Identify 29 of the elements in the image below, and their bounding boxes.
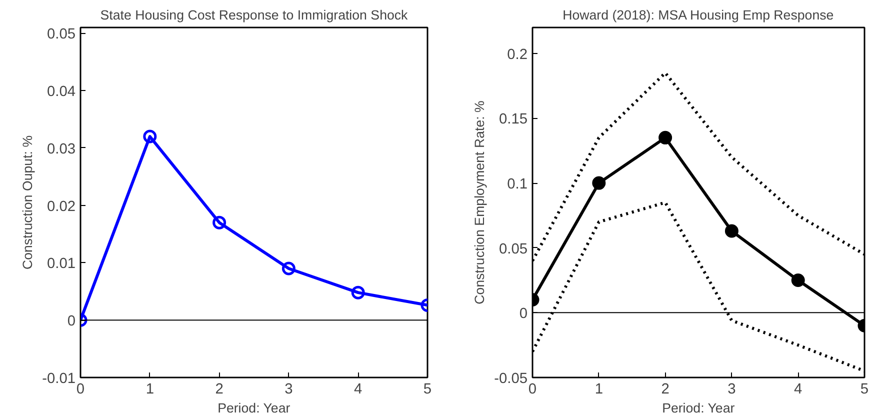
y-tick-label: 0.1 [507, 176, 528, 193]
y-axis-title: Construction Employment Rate: % [472, 100, 488, 304]
y-tick-label: 0.02 [46, 198, 76, 215]
y-tick-label: 0.05 [498, 241, 528, 258]
x-axis-title: Period: Year [662, 400, 736, 416]
y-axis-title: Construction Ouput: % [20, 135, 36, 270]
x-tick-label: 4 [794, 382, 802, 398]
y-tick-label: 0.05 [46, 26, 76, 43]
y-tick-label: 0.2 [507, 46, 528, 63]
y-tick-label: 0 [519, 306, 528, 322]
chart-title: State Housing Cost Response to Immigration Shock [100, 8, 408, 22]
chart-title: Howard (2018): MSA Housing Emp Response [562, 8, 834, 22]
y-tick-label: 0.15 [498, 112, 528, 128]
x-tick-label: 1 [594, 382, 603, 398]
y-tick-label: 0.03 [46, 141, 76, 158]
x-tick-label: 3 [728, 382, 736, 398]
y-tick-label: 0 [67, 314, 76, 330]
x-tick-label: 1 [146, 382, 154, 398]
x-tick-label: 5 [423, 382, 432, 398]
x-tick-label: 2 [215, 382, 224, 398]
x-tick-label: 3 [284, 382, 293, 398]
y-tick-label: -0.01 [42, 371, 76, 387]
x-tick-label: 5 [860, 382, 869, 398]
y-tick-label: -0.05 [494, 371, 528, 387]
y-tick-label: 0.04 [46, 84, 76, 100]
x-tick-label: 2 [661, 382, 670, 398]
x-tick-label: 4 [354, 382, 362, 398]
y-tick-label: 0.01 [46, 256, 76, 272]
x-axis-title: Period: Year [218, 400, 291, 416]
